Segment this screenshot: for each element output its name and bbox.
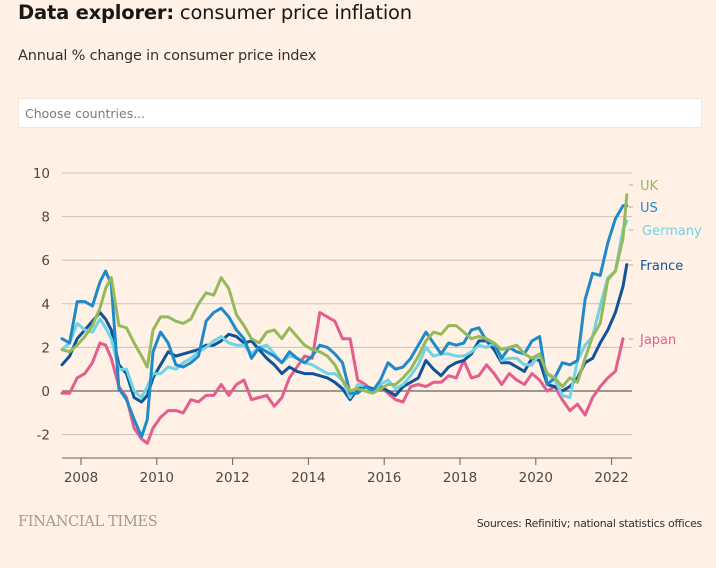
page-title: Data explorer: consumer price inflation — [18, 1, 412, 24]
x-tick-label: 2008 — [64, 470, 98, 486]
series-line-japan — [60, 311, 625, 445]
x-tick-label: 2012 — [215, 470, 249, 486]
page-title-prefix: Data explorer: — [18, 1, 174, 24]
y-axis-ticks: -2 0 2 4 6 8 10 — [33, 166, 50, 444]
x-tick-label: 2022 — [594, 470, 628, 486]
y-tick-label: 6 — [41, 253, 50, 269]
x-axis: 2008 2010 2012 2014 2016 2018 2020 2022 — [62, 457, 632, 486]
y-tick-label: 4 — [41, 297, 50, 313]
series-line-us — [60, 204, 629, 439]
y-tick-label: 10 — [33, 166, 50, 182]
x-tick-label: 2018 — [443, 470, 477, 486]
series-labels: Japan France Germany US UK — [629, 179, 702, 348]
x-tick-label: 2010 — [140, 470, 174, 486]
choose-countries-input[interactable] — [19, 99, 701, 127]
x-tick-label: 2014 — [291, 470, 325, 486]
series-label-france: France — [640, 259, 683, 274]
country-selector[interactable] — [18, 98, 702, 128]
series-label-us: US — [640, 201, 658, 216]
financial-times-logo: FINANCIAL TIMES — [18, 514, 158, 530]
x-tick-label: 2016 — [367, 470, 401, 486]
source-note: Sources: Refinitiv; national statistics … — [476, 517, 703, 530]
gridlines — [62, 172, 632, 436]
y-tick-label: -2 — [37, 428, 50, 444]
y-tick-label: 2 — [41, 340, 50, 356]
series-label-uk: UK — [640, 179, 659, 194]
y-tick-label: 0 — [41, 384, 50, 400]
series-label-japan: Japan — [639, 333, 676, 348]
y-tick-label: 8 — [41, 210, 50, 226]
series-lines — [60, 193, 629, 445]
chart-subtitle: Annual % change in consumer price index — [18, 48, 317, 64]
page-title-rest: consumer price inflation — [173, 1, 412, 24]
series-label-germany: Germany — [642, 224, 702, 239]
x-tick-label: 2020 — [519, 470, 553, 486]
series-line-uk — [60, 193, 629, 395]
